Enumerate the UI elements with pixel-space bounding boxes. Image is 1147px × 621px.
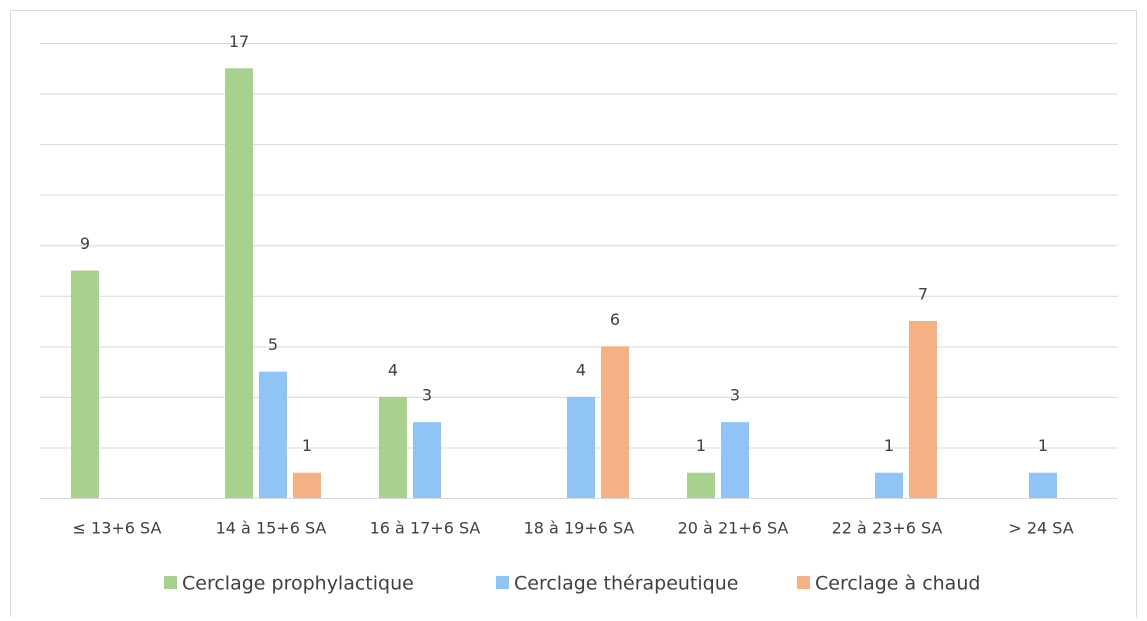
legend-swatch xyxy=(797,576,810,589)
data-label: 4 xyxy=(576,360,586,379)
data-label: 9 xyxy=(80,234,90,253)
data-label: 1 xyxy=(302,436,312,455)
x-tick-label: 14 à 15+6 SA xyxy=(216,519,327,538)
x-tick-label: 20 à 21+6 SA xyxy=(678,519,789,538)
data-label: 4 xyxy=(388,360,398,379)
data-label: 6 xyxy=(610,310,620,329)
data-label: 1 xyxy=(696,436,706,455)
data-label: 3 xyxy=(422,386,432,405)
bar xyxy=(1029,472,1057,498)
legend-swatch xyxy=(496,576,509,589)
data-label: 17 xyxy=(229,32,249,51)
data-label: 3 xyxy=(730,386,740,405)
bar xyxy=(379,396,407,498)
x-tick-label: 18 à 19+6 SA xyxy=(524,519,635,538)
chart-frame xyxy=(10,10,1137,621)
legend-label: Cerclage à chaud xyxy=(815,573,980,595)
bar xyxy=(875,472,903,498)
x-tick-label: ≤ 13+6 SA xyxy=(73,519,162,538)
bar xyxy=(721,422,749,498)
bar xyxy=(71,270,99,498)
data-label: 5 xyxy=(268,335,278,354)
bar xyxy=(601,346,629,498)
legend-swatch xyxy=(164,576,177,589)
legend-label: Cerclage prophylactique xyxy=(182,573,414,595)
bar xyxy=(909,321,937,498)
bar xyxy=(259,371,287,498)
data-label: 1 xyxy=(1038,436,1048,455)
bar xyxy=(687,472,715,498)
bar xyxy=(413,422,441,498)
bar xyxy=(225,68,253,499)
x-tick-label: 16 à 17+6 SA xyxy=(370,519,481,538)
bar xyxy=(567,396,595,498)
data-label: 7 xyxy=(918,285,928,304)
x-tick-label: 22 à 23+6 SA xyxy=(832,519,943,538)
x-tick-label: > 24 SA xyxy=(1008,519,1073,538)
bar xyxy=(293,472,321,498)
legend-label: Cerclage thérapeutique xyxy=(514,573,738,595)
data-label: 1 xyxy=(884,436,894,455)
